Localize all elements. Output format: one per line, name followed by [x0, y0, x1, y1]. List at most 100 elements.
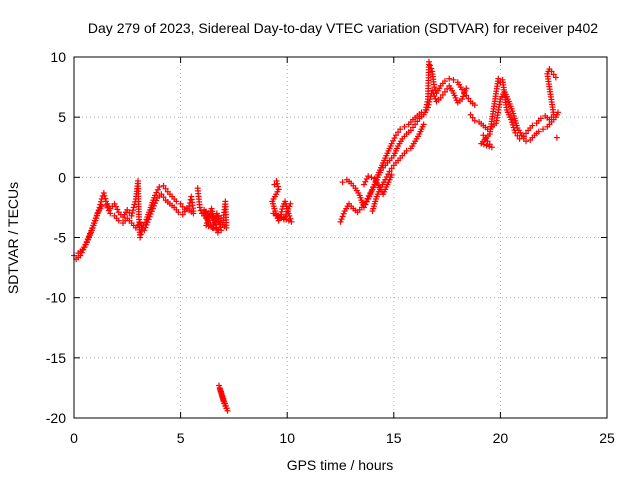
data-point-marker — [175, 209, 182, 216]
data-point-marker — [339, 213, 346, 220]
data-point-marker — [338, 216, 345, 223]
data-point-marker — [281, 216, 288, 223]
grid — [74, 57, 607, 418]
data-point-marker — [112, 203, 119, 210]
data-point-marker — [509, 121, 516, 128]
data-point-marker — [439, 91, 446, 98]
data-point-marker — [212, 218, 219, 225]
data-point-marker — [273, 177, 280, 184]
data-point-marker — [432, 95, 439, 102]
data-point-marker — [129, 210, 136, 217]
data-point-marker — [210, 213, 217, 220]
data-point-marker — [162, 185, 169, 192]
data-point-marker — [412, 121, 419, 128]
data-point-marker — [540, 126, 547, 133]
data-point-marker — [395, 129, 402, 136]
data-point-marker — [274, 183, 281, 190]
data-point-marker — [107, 210, 114, 217]
data-point-marker — [212, 221, 219, 228]
y-tick-label: 0 — [58, 169, 66, 185]
data-point-marker — [428, 65, 435, 72]
data-point-marker — [100, 189, 107, 196]
data-point-marker — [150, 202, 157, 209]
data-point-marker — [209, 208, 216, 215]
tick-labels: 0 5 10 15 20 25 -20 -15 -10 -5 0 5 10 — [46, 49, 615, 446]
data-point-marker — [391, 135, 398, 142]
data-point-marker — [427, 96, 434, 103]
data-point-marker — [483, 142, 490, 149]
data-point-marker — [365, 173, 372, 180]
data-point-marker — [148, 208, 155, 215]
data-point-marker — [196, 204, 203, 211]
data-point-marker — [529, 122, 536, 129]
data-point-marker — [78, 249, 85, 256]
data-point-marker — [424, 104, 431, 111]
y-tick-label: -20 — [46, 410, 66, 426]
data-point-marker — [86, 230, 93, 237]
data-point-marker — [508, 116, 515, 123]
data-point-marker — [85, 233, 92, 240]
data-point-marker — [514, 132, 521, 139]
data-point-marker — [88, 227, 95, 234]
data-point-marker — [450, 76, 457, 83]
data-point-marker — [82, 241, 89, 248]
data-point-marker — [535, 128, 542, 135]
data-point-marker — [223, 405, 230, 412]
data-point-marker — [441, 88, 448, 95]
axis-ticks — [73, 56, 608, 419]
data-point-marker — [414, 118, 421, 125]
data-point-marker — [510, 124, 517, 131]
data-point-marker — [84, 236, 91, 243]
y-tick-label: -5 — [54, 230, 67, 246]
data-point-marker — [401, 123, 408, 130]
data-point-marker — [83, 238, 90, 245]
data-point-marker — [283, 211, 290, 218]
data-point-marker — [552, 74, 559, 81]
data-point-marker — [274, 180, 281, 187]
data-point-marker — [548, 68, 555, 75]
data-point-marker — [173, 198, 180, 205]
data-point-marker — [409, 124, 416, 131]
data-point-marker — [386, 168, 393, 175]
data-point-marker — [463, 85, 470, 92]
data-point-marker — [362, 178, 369, 185]
data-point-marker — [156, 183, 163, 190]
data-point-marker — [368, 174, 375, 181]
data-point-marker — [431, 84, 438, 91]
data-point-marker — [285, 206, 292, 213]
data-point-marker — [177, 200, 184, 207]
data-point-marker — [143, 221, 150, 228]
data-point-marker — [459, 86, 466, 93]
y-tick-label: -10 — [46, 290, 66, 306]
x-tick-label: 10 — [279, 430, 295, 446]
data-point-marker — [98, 203, 105, 210]
data-point-marker — [213, 224, 220, 231]
data-point-marker — [426, 98, 433, 105]
y-tick-label: -15 — [46, 350, 66, 366]
data-point-marker — [160, 182, 167, 189]
data-point-marker — [459, 96, 466, 103]
data-point-marker — [446, 75, 453, 82]
data-point-marker — [282, 213, 289, 220]
data-point-marker — [480, 141, 487, 148]
data-point-marker — [337, 218, 344, 225]
data-point-marker — [152, 200, 159, 207]
data-point-marker — [101, 192, 108, 199]
data-point-marker — [465, 95, 472, 102]
data-point-marker — [460, 93, 467, 100]
data-point-marker — [511, 127, 518, 134]
data-point-marker — [181, 208, 188, 215]
data-point-marker — [508, 119, 515, 126]
x-tick-label: 15 — [386, 430, 402, 446]
data-point-marker — [102, 195, 109, 202]
data-point-marker — [431, 93, 438, 100]
data-point-marker — [553, 134, 560, 141]
data-point-marker — [141, 227, 148, 234]
data-point-marker — [427, 62, 434, 69]
data-point-marker — [271, 181, 278, 188]
data-point-marker — [425, 58, 432, 65]
data-point-marker — [340, 210, 347, 217]
data-point-marker — [124, 206, 131, 213]
chart-title: Day 279 of 2023, Sidereal Day-to-day VTE… — [88, 20, 598, 36]
